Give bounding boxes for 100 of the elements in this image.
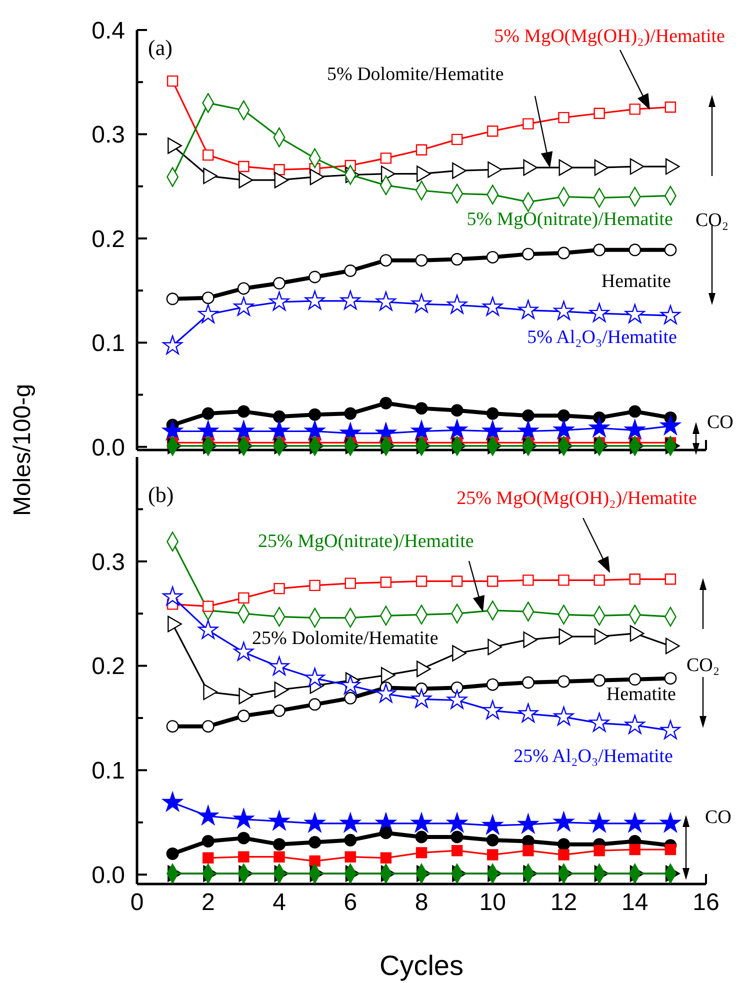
y-tick-label: 0.0	[92, 434, 125, 462]
text: 25% MgO(Mg(OH)₂)/Hematite	[456, 488, 697, 509]
point	[558, 112, 570, 124]
point	[522, 844, 534, 856]
point	[308, 270, 322, 284]
point	[447, 420, 468, 439]
y-tick-label: 0.2	[92, 653, 125, 680]
point	[594, 844, 605, 856]
point	[380, 254, 392, 267]
point	[344, 834, 357, 846]
point	[594, 574, 605, 586]
point	[518, 300, 538, 319]
point	[269, 656, 290, 676]
y-tick-label: 0.2	[92, 226, 125, 253]
point	[202, 292, 214, 304]
point	[554, 706, 574, 726]
point	[344, 692, 357, 704]
point	[554, 300, 574, 320]
point	[340, 290, 360, 310]
point	[487, 849, 498, 860]
point	[308, 836, 322, 848]
point	[554, 812, 574, 832]
point	[660, 305, 680, 324]
point	[309, 580, 320, 592]
point	[273, 704, 286, 717]
point	[304, 290, 325, 310]
point	[522, 118, 534, 130]
x-axis-title: Cycles	[379, 950, 464, 981]
point	[415, 830, 428, 844]
point	[594, 108, 605, 119]
y-tick-label: 0.1	[92, 330, 125, 358]
point	[482, 700, 503, 720]
point	[237, 832, 250, 844]
point	[593, 674, 606, 687]
y-tick-label: 0.0	[92, 862, 125, 890]
x-tick-label: 4	[272, 889, 286, 916]
point	[234, 420, 254, 440]
series-label: 25% Al₂O₃/Hematite	[514, 746, 673, 767]
point	[450, 404, 464, 417]
x-tick-label: 2	[201, 889, 215, 916]
point	[166, 292, 179, 306]
point	[237, 282, 250, 295]
point	[340, 675, 360, 694]
point	[269, 420, 290, 440]
annotation: CO	[705, 807, 732, 828]
series-label: 5% Al₂O₃/Hematite	[527, 327, 677, 348]
point	[451, 576, 463, 587]
point	[660, 720, 680, 740]
point	[589, 812, 610, 832]
point	[162, 792, 183, 812]
x-tick-label: 10	[479, 889, 506, 916]
point	[416, 144, 428, 156]
point	[198, 620, 218, 639]
point	[664, 102, 676, 113]
y-tick-label: 0.3	[92, 548, 125, 576]
point	[238, 851, 250, 862]
x-tick-label: 0	[130, 889, 144, 916]
point	[664, 844, 676, 856]
y-tick-label: 0.4	[92, 17, 125, 44]
text: 5% Dolomite/Hematite	[327, 64, 504, 85]
point	[234, 642, 254, 661]
series-label: Hematite	[606, 684, 676, 705]
point	[447, 812, 468, 832]
x-tick-label: 6	[344, 889, 358, 916]
point	[589, 302, 610, 322]
point	[447, 690, 468, 709]
point	[273, 410, 286, 423]
point	[522, 248, 534, 260]
point	[411, 688, 432, 708]
point	[518, 814, 538, 834]
x-tick-label: 14	[622, 889, 648, 916]
point	[558, 574, 570, 586]
point	[162, 335, 183, 354]
point	[450, 681, 464, 694]
point	[589, 418, 610, 437]
point	[344, 264, 357, 277]
point	[202, 407, 214, 420]
point	[664, 672, 677, 685]
point	[522, 676, 534, 689]
point	[593, 244, 606, 256]
point	[411, 294, 432, 313]
point	[304, 420, 325, 440]
point	[237, 710, 250, 722]
series-label: 25% Dolomite/Hematite	[252, 628, 438, 649]
point	[202, 720, 214, 733]
point	[486, 834, 499, 846]
annotation: CO₂	[686, 655, 720, 676]
point	[344, 407, 357, 420]
point	[522, 409, 534, 422]
annotation: (b)	[148, 482, 174, 507]
point	[554, 420, 574, 439]
series-label: Hematite	[601, 271, 671, 292]
point	[416, 576, 428, 587]
point	[629, 574, 640, 585]
point	[273, 277, 286, 290]
point	[340, 812, 360, 832]
point	[415, 402, 428, 415]
point	[166, 75, 178, 87]
y-tick-label: 0.1	[92, 758, 125, 785]
point	[660, 812, 680, 832]
